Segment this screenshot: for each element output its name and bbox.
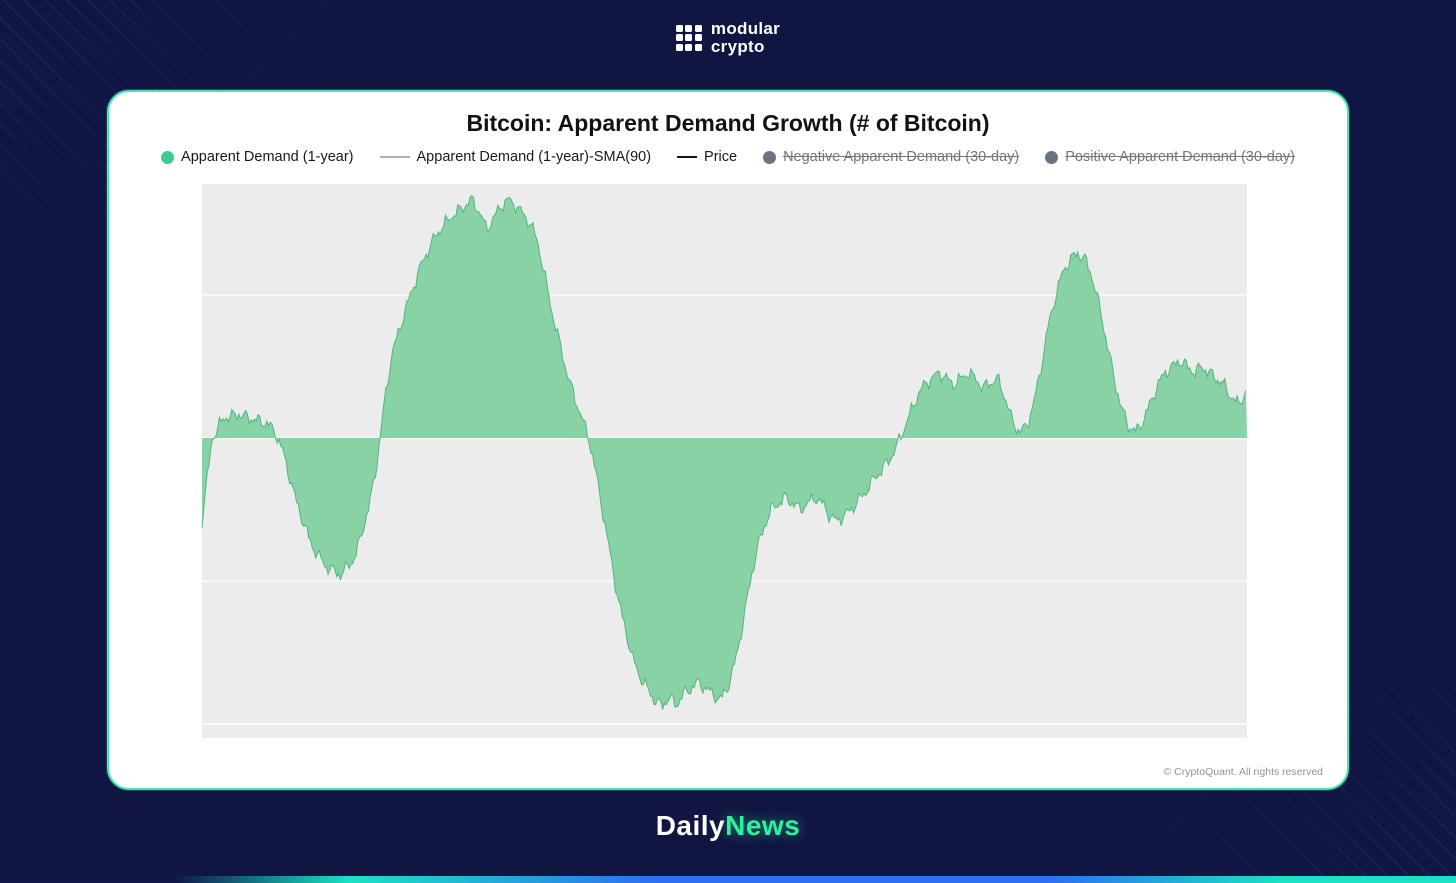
logo-grid-icon [675,24,702,51]
legend-label: Apparent Demand (1-year) [181,149,354,165]
site-header: modular crypto [0,20,1456,56]
legend-swatch-circle [763,150,777,164]
legend-label: Negative Apparent Demand (30-day) [783,149,1020,165]
logo-line-1: modular [710,19,781,38]
demand-area [202,195,1247,710]
legend-item-3[interactable]: Price [677,149,737,165]
demand-edge-line [201,194,1247,710]
legend-label: Price [704,149,738,165]
chart-title: Bitcoin: Apparent Demand Growth (# of Bi… [466,110,990,136]
legend-item-2[interactable]: Apparent Demand (1-year)-SMA(90) [379,149,652,165]
legend-label: Apparent Demand (1-year)-SMA(90) [416,149,652,165]
legend-swatch-circle [161,150,175,164]
logo-text: modular crypto [711,20,780,56]
legend-item-4[interactable]: Negative Apparent Demand (30-day) [763,149,1019,165]
daily-news-brand: DailyNews [0,810,1456,842]
brand-daily: Daily [655,810,726,841]
site-footer: DailyNews [0,810,1456,842]
legend-item-1[interactable]: Apparent Demand (1-year) [161,149,354,165]
chart-svg [201,184,1247,738]
legend-swatch-circle [1045,150,1059,164]
modular-crypto-logo: modular crypto [675,20,780,56]
bottom-gradient-bar [0,876,1456,883]
legend-item-5[interactable]: Positive Apparent Demand (30-day) [1045,149,1295,165]
legend-label: Positive Apparent Demand (30-day) [1065,149,1295,165]
logo-line-2: crypto [710,36,765,56]
brand-news: News [725,810,801,841]
chart-card: Bitcoin: Apparent Demand Growth (# of Bi… [107,90,1349,790]
chart-legend: Apparent Demand (1-year) Apparent Demand … [109,149,1347,165]
legend-swatch-line [677,155,698,159]
legend-swatch-line-thin [379,156,410,158]
copyright-note: © CryptoQuant. All rights reserved [1163,766,1323,778]
